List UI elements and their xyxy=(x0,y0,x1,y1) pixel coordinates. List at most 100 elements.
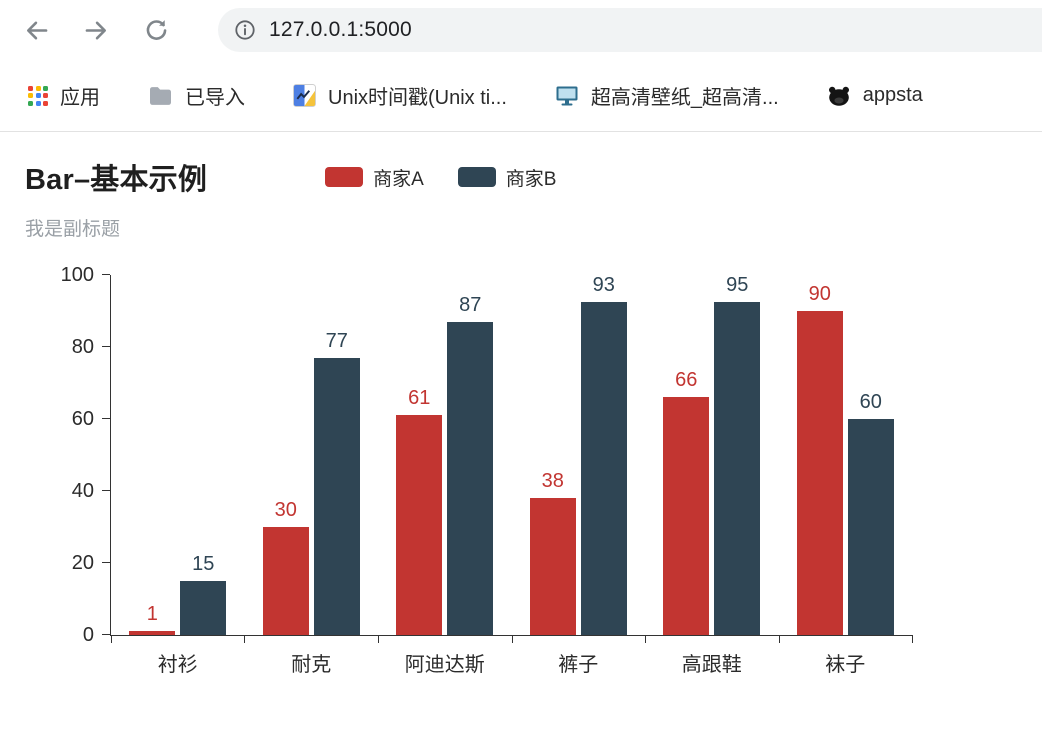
y-axis-tick-label: 100 xyxy=(60,264,94,286)
legend-item-商家A[interactable]: 商家A xyxy=(325,164,424,191)
bookmarks-bar: 应用 已导入 Unix时间戳(Unix ti... 超高清壁纸_超高清... xyxy=(0,60,1042,132)
bar-groups: 1 15 衬衫 30 77 耐克 61 87 阿迪达斯 38 93 裤子 66 95 高跟鞋 90 60 袜子 xyxy=(111,274,913,676)
bar-value-label: 30 xyxy=(274,499,297,521)
bar-group: 61 87 阿迪达斯 xyxy=(378,275,512,676)
bar-group: 1 15 衬衫 xyxy=(111,275,245,676)
y-axis-tick xyxy=(102,418,110,419)
x-axis-category-label: 袜子 xyxy=(825,654,866,676)
bar-商家A-袜子[interactable] xyxy=(796,311,843,635)
bar-value-label: 38 xyxy=(541,470,564,493)
bar-value-label: 1 xyxy=(146,603,158,626)
x-axis-tick xyxy=(111,635,112,643)
reload-icon xyxy=(146,19,166,40)
x-axis-category-label: 阿迪达斯 xyxy=(404,654,485,676)
y-axis-tick xyxy=(102,346,110,347)
appstore-favicon xyxy=(828,86,849,106)
chart-subtitle: 我是副标题 xyxy=(25,219,121,240)
bar-value-label: 87 xyxy=(459,293,482,316)
legend-marker xyxy=(325,167,364,187)
bar-wrap: 15 xyxy=(180,275,227,635)
y-axis-tick xyxy=(102,274,110,275)
y-axis-tick-label: 40 xyxy=(71,480,94,502)
unix-timestamp-favicon xyxy=(293,84,316,107)
x-axis-category-label: 耐克 xyxy=(291,654,332,676)
bar-商家B-裤子[interactable] xyxy=(580,302,627,635)
bar-商家A-裤子[interactable] xyxy=(529,498,576,635)
forward-button[interactable] xyxy=(74,8,118,52)
bar-wrap: 95 xyxy=(714,274,761,635)
reload-button[interactable] xyxy=(134,8,178,52)
x-axis-category-label: 衬衫 xyxy=(157,654,198,676)
bar-wrap: 1 xyxy=(129,275,176,635)
bar-商家B-高跟鞋[interactable] xyxy=(714,302,761,635)
x-axis-tick xyxy=(644,635,646,643)
bookmark-label: appsta xyxy=(862,84,923,106)
forward-arrow-icon xyxy=(85,21,106,39)
legend-marker xyxy=(457,167,496,187)
bar-wrap: 90 xyxy=(796,275,843,635)
bookmark-appstation[interactable]: appsta xyxy=(827,84,923,107)
bar-group: 38 93 裤子 xyxy=(512,274,646,676)
bar-商家A-高跟鞋[interactable] xyxy=(663,397,710,635)
bar-value-label: 77 xyxy=(325,329,348,352)
bar-value-label: 95 xyxy=(726,274,749,296)
bar-value-label: 90 xyxy=(808,283,831,305)
bookmark-label: 应用 xyxy=(60,87,100,109)
bar-value-label: 61 xyxy=(408,387,431,410)
x-axis-tick xyxy=(912,635,913,643)
bar-wrap: 93 xyxy=(580,274,627,635)
apps-grid-icon xyxy=(28,85,48,106)
bar-wrap: 30 xyxy=(262,275,309,635)
bookmark-wallpaper[interactable]: 超高清壁纸_超高清... xyxy=(555,81,779,110)
bookmark-label: Unix时间戳(Unix ti... xyxy=(328,87,507,109)
bar-商家A-耐克[interactable] xyxy=(262,527,309,635)
bar-value-label: 93 xyxy=(592,274,615,296)
y-axis-tick xyxy=(102,562,110,563)
bar-group: 66 95 高跟鞋 xyxy=(645,274,779,676)
back-button[interactable] xyxy=(14,8,58,52)
bar-wrap: 77 xyxy=(313,275,360,635)
y-axis-tick-label: 60 xyxy=(71,408,94,430)
x-axis-tick xyxy=(377,635,379,643)
bar-商家B-袜子[interactable] xyxy=(847,419,894,635)
bar-value-label: 66 xyxy=(675,369,698,392)
x-axis-tick xyxy=(244,635,246,643)
bar-value-label: 60 xyxy=(859,391,882,413)
bar-wrap: 38 xyxy=(529,275,576,635)
legend-item-商家B[interactable]: 商家B xyxy=(457,164,556,191)
page-title: Bar–基本示例 xyxy=(25,164,208,196)
url-text: 127.0.0.1:5000 xyxy=(269,18,412,41)
address-bar[interactable]: 127.0.0.1:5000 xyxy=(218,8,1042,52)
bar-商家B-阿迪达斯[interactable] xyxy=(447,321,494,635)
chart-header: Bar–基本示例 商家A 商家B xyxy=(25,156,1042,198)
bar-商家B-耐克[interactable] xyxy=(313,357,360,635)
bar-value-label: 15 xyxy=(192,553,215,575)
x-axis-tick xyxy=(778,635,780,643)
bar-wrap: 66 xyxy=(663,275,710,635)
bookmark-label: 已导入 xyxy=(185,87,245,109)
chart-legend: 商家A 商家B xyxy=(325,164,556,191)
y-axis-tick xyxy=(102,634,110,635)
browser-toolbar: 127.0.0.1:5000 xyxy=(0,0,1042,60)
bar-商家A-衬衫[interactable] xyxy=(129,631,176,635)
y-axis-tick-label: 0 xyxy=(82,624,94,646)
legend-label: 商家A xyxy=(373,168,424,190)
info-icon[interactable] xyxy=(233,18,257,42)
bookmark-imported[interactable]: 已导入 xyxy=(148,81,245,110)
bookmark-apps[interactable]: 应用 xyxy=(28,81,100,110)
x-axis-tick xyxy=(511,635,513,643)
x-axis-category-label: 高跟鞋 xyxy=(681,654,742,676)
bar-chart-plot: 0 20 40 60 80 100 1 15 衬衫 30 77 耐克 61 87 阿迪达斯 38 93 裤子 66 9… xyxy=(61,265,913,676)
bar-group: 90 60 袜子 xyxy=(779,275,913,676)
bar-wrap: 61 xyxy=(396,275,443,635)
y-axis-tick-label: 80 xyxy=(71,336,94,358)
y-axis-tick-label: 20 xyxy=(71,552,94,574)
x-axis-category-label: 裤子 xyxy=(558,654,599,676)
bar-商家A-阿迪达斯[interactable] xyxy=(396,415,443,635)
bar-商家B-衬衫[interactable] xyxy=(180,581,227,635)
bar-group: 30 77 耐克 xyxy=(245,275,379,676)
bar-wrap: 87 xyxy=(447,275,494,635)
bookmark-unix-timestamp[interactable]: Unix时间戳(Unix ti... xyxy=(293,81,507,110)
wallpaper-favicon xyxy=(556,86,578,106)
folder-icon xyxy=(150,86,171,105)
